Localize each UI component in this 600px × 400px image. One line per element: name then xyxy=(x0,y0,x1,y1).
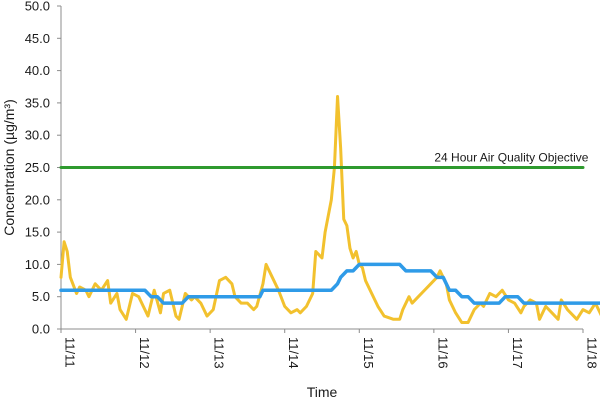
series-line-1 xyxy=(59,94,600,325)
x-tick-label: 11/15 xyxy=(361,337,376,369)
annotation-label: 24 Hour Air Quality Objective xyxy=(434,151,588,165)
y-tick-label: 10.0 xyxy=(25,257,50,272)
x-tick-label: 11/11 xyxy=(63,337,78,368)
x-axis-title: Time xyxy=(307,384,338,400)
y-tick-label: 35.0 xyxy=(25,95,50,110)
x-tick-label: 11/14 xyxy=(286,337,301,369)
x-tick-label: 11/18 xyxy=(585,337,600,369)
y-tick-labels: 0.0 5.0 10.0 15.0 20.0 25.0 30.0 35.0 40.0 45.0 50… xyxy=(25,0,61,337)
y-tick-label: 25.0 xyxy=(25,160,50,175)
y-tick-label: 50.0 xyxy=(25,0,50,14)
y-tick-label: 15.0 xyxy=(25,225,50,240)
y-tick-label: 45.0 xyxy=(25,31,50,46)
x-tick-label: 11/16 xyxy=(435,337,450,369)
y-tick-label: 5.0 xyxy=(32,289,50,304)
x-tick-label: 11/12 xyxy=(137,337,152,369)
annotations-group: 24 Hour Air Quality Objective xyxy=(434,151,588,165)
x-tick-label: 11/17 xyxy=(510,337,525,369)
y-axis-title: Concentration (µg/m³) xyxy=(1,99,17,235)
y-tick-label: 20.0 xyxy=(25,192,50,207)
series-line-2 xyxy=(59,262,600,305)
x-tick-labels: 11/11 11/12 11/13 11/14 11/15 11/16 11/17 11/18 xyxy=(60,329,600,369)
y-tick-label: 0.0 xyxy=(32,322,50,337)
series-group xyxy=(59,94,600,325)
y-tick-label: 30.0 xyxy=(25,128,50,143)
x-tick-label: 11/13 xyxy=(212,337,227,369)
y-tick-label: 40.0 xyxy=(25,63,50,78)
